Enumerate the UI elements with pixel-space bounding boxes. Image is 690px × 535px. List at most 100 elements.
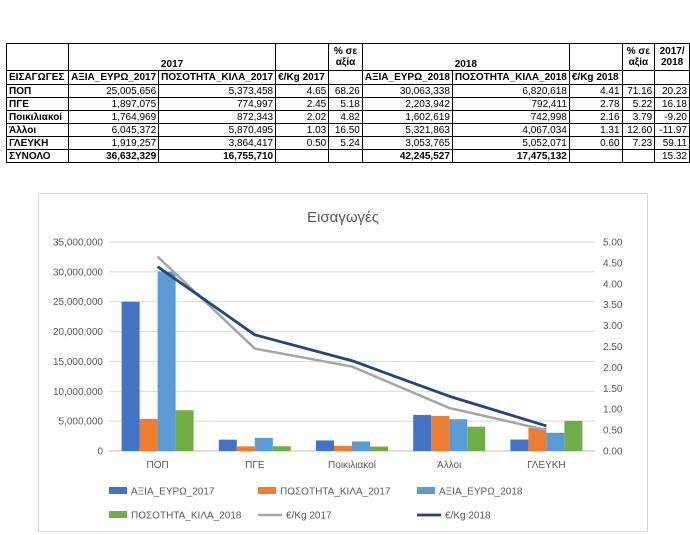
table-cell: 7.23: [621, 136, 656, 150]
total-cell: 17,475,132: [451, 149, 570, 163]
table-cell: 0.60: [568, 136, 623, 150]
table-cell: -9.20: [654, 110, 690, 124]
right-axis-tick-label: 4.50: [603, 258, 623, 269]
row-label: ΠΓΕ: [5, 97, 70, 111]
table-cell: 5.18: [328, 97, 363, 111]
table-row: Ποικιλιακοί 1,764,969 872,343 2.02 4.82 1,602…: [5, 110, 690, 124]
total-cell: 15.32: [654, 149, 690, 163]
table-cell: 30,063,338: [361, 84, 453, 98]
legend-label: ΠΟΣΟΤΗΤΑ_ΚΙΛΑ_2018: [131, 511, 242, 522]
table-cell: 1.03: [275, 123, 330, 137]
right-axis-tick-label: 2.50: [603, 342, 623, 353]
table-cell: 872,343: [158, 110, 277, 124]
right-axis-tick-label: 5.00: [603, 238, 623, 249]
header-blank: [568, 43, 623, 71]
table-cell: 16.50: [328, 123, 363, 137]
table-cell: 5.22: [621, 97, 656, 111]
left-axis-tick-label: 30,000,000: [53, 267, 103, 278]
legend-label: €/Kg 2017: [286, 511, 332, 522]
column-header: ΑΞΙΑ_ΕΥΡΩ_2018: [361, 70, 453, 85]
bar: [254, 437, 273, 451]
column-header: [654, 70, 690, 85]
table-cell: 2.78: [568, 97, 623, 111]
table-cell: 1,602,619: [361, 110, 453, 124]
table-cell: 2.16: [568, 110, 623, 124]
bar: [218, 439, 237, 451]
bar: [352, 441, 370, 451]
table-cell: 0.50: [275, 136, 330, 150]
category-label: ΠΓΕ: [245, 460, 265, 471]
bar: [413, 414, 432, 451]
bar: [157, 271, 176, 451]
category-label: ΠΟΠ: [146, 460, 168, 471]
table-cell: 6,045,372: [68, 123, 160, 137]
total-cell: [275, 149, 330, 163]
column-header: ΠΟΣΟΤΗΤΑ_ΚΙΛΑ_2017: [158, 70, 277, 85]
bar: [449, 419, 468, 451]
column-header: €/Kg 2017: [275, 70, 330, 85]
table-cell: 6,820,618: [451, 84, 570, 98]
row-label: Ποικιλιακοί: [5, 110, 70, 124]
table-cell: 25,005,656: [68, 84, 160, 98]
left-axis-tick-label: 25,000,000: [53, 297, 103, 308]
total-cell: 36,632,329: [68, 149, 160, 163]
table-row: ΠΓΕ 1,897,075 774,997 2.45 5.18 2,203,942 792,…: [5, 97, 690, 111]
table-cell: 3,864,417: [158, 136, 277, 150]
bar: [431, 415, 450, 451]
legend-swatch: [109, 511, 127, 518]
table-cell: 5,321,863: [361, 123, 453, 137]
bar: [121, 301, 140, 451]
total-cell: 42,245,527: [361, 149, 453, 163]
header-year-2017: 2017: [68, 43, 277, 71]
left-axis-tick-label: 20,000,000: [53, 327, 103, 338]
column-header: ΠΟΣΟΤΗΤΑ_ΚΙΛΑ_2018: [451, 70, 570, 85]
header-pct-2018: % σε αξία: [621, 43, 656, 71]
bar: [370, 446, 388, 451]
legend-label: ΑΞΙΑ_ΕΥΡΩ_2018: [439, 487, 523, 498]
header-blank: [275, 43, 330, 71]
right-axis-tick-label: 3.00: [603, 321, 623, 332]
column-header: ΕΙΣΑΓΩΓΕΣ: [5, 70, 70, 85]
table-cell: 68.26: [328, 84, 363, 98]
left-axis-tick-label: 0: [97, 447, 103, 458]
category-label: Ποικιλιακοί: [328, 459, 377, 471]
bar: [316, 440, 334, 451]
table-cell: 5.24: [328, 136, 363, 150]
left-axis-tick-label: 5,000,000: [59, 417, 104, 428]
total-row: ΣΥΝΟΛΟ 36,632,329 16,755,710 42,245,527 17,4…: [5, 149, 690, 163]
table-cell: 1,764,969: [68, 110, 160, 124]
column-header: [621, 70, 656, 85]
table-cell: 5,870,495: [158, 123, 277, 137]
total-cell: [328, 149, 363, 163]
table-cell: 4,067,034: [451, 123, 570, 137]
column-header: [328, 70, 363, 85]
row-label: Άλλοι: [5, 123, 70, 137]
total-cell: 16,755,710: [158, 149, 277, 163]
bar: [236, 446, 255, 451]
table-cell: 2.02: [275, 110, 330, 124]
table-cell: 792,411: [451, 97, 570, 111]
header-blank: [5, 43, 70, 71]
right-axis-tick-label: 3.50: [603, 300, 623, 311]
header-pct-2017: % σε αξία: [328, 43, 363, 71]
legend-swatch: [109, 487, 127, 494]
category-label: ΓΛΕΥΚΗ: [527, 460, 566, 471]
bar: [334, 445, 352, 451]
total-label: ΣΥΝΟΛΟ: [5, 149, 70, 163]
bar: [272, 446, 291, 451]
left-axis-tick-label: 35,000,000: [53, 238, 103, 249]
table-cell: 20.23: [654, 84, 690, 98]
bar: [510, 439, 529, 451]
chart-title: Εισαγωγές: [307, 209, 379, 226]
table-cell: 1,919,257: [68, 136, 160, 150]
table-cell: 12.60: [621, 123, 656, 137]
right-axis-tick-label: 0.00: [603, 447, 623, 458]
table-cell: 742,998: [451, 110, 570, 124]
legend-swatch: [417, 487, 435, 494]
series-line: [156, 265, 547, 428]
column-header: €/Kg 2018: [568, 70, 623, 85]
total-cell: [568, 149, 623, 163]
chart-svg: Εισαγωγές 0 5,000,000 10,000,000 15,000,000…: [53, 209, 623, 522]
bar: [564, 420, 583, 451]
row-label: ΓΛΕΥΚΗ: [5, 136, 70, 150]
